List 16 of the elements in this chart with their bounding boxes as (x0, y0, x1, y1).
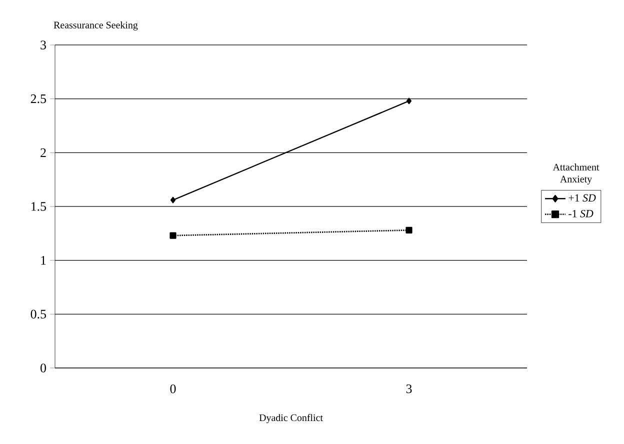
point (170, 232, 176, 239)
y-tick-label: 1.5 (31, 202, 46, 211)
y-tick-label: 2 (40, 148, 46, 157)
y-tick-label: 3 (40, 40, 46, 50)
legend-label: -1 SD (568, 210, 594, 218)
point (170, 196, 176, 204)
legend-title: Attachment Anxiety (552, 163, 600, 184)
legend-label: +1 SD (568, 194, 596, 202)
y-axis-title: Reassurance Seeking (54, 21, 138, 30)
point (406, 226, 412, 234)
y-tick-label: 2.5 (30, 94, 46, 104)
y-tick-label: 1 (41, 256, 46, 265)
y-tick-label: 0.5 (30, 310, 46, 319)
x-axis-title: Dyadic Conflict (259, 414, 323, 424)
y-tick-label: 0 (40, 364, 46, 372)
point (406, 98, 412, 104)
